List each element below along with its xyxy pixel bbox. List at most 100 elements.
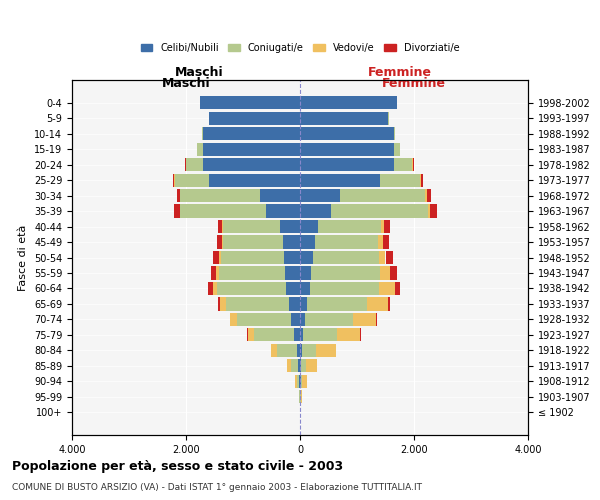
Bar [300,282,310,295]
Bar [186,158,203,171]
Bar [277,344,296,357]
Bar [295,328,300,342]
Bar [300,112,388,125]
Bar [280,220,300,233]
Bar [200,96,300,110]
Bar [300,236,316,248]
Bar [254,328,295,342]
Bar [175,174,209,186]
Bar [209,112,300,125]
Bar [390,266,397,280]
Bar [395,282,400,295]
Legend: Celibi/Nubili, Coniugati/e, Vedovi/e, Divorziati/e: Celibi/Nubili, Coniugati/e, Vedovi/e, Di… [137,38,463,56]
Bar [300,204,331,218]
Bar [181,204,266,218]
Bar [230,313,238,326]
Bar [291,360,298,372]
Bar [353,313,376,326]
Bar [216,266,219,280]
Text: Maschi: Maschi [175,66,224,80]
Bar [203,127,300,140]
Bar [173,174,175,186]
Bar [300,96,397,110]
Bar [300,127,394,140]
Bar [300,251,313,264]
Bar [300,142,394,156]
Y-axis label: Anni di nascita: Anni di nascita [597,216,600,298]
Bar [420,174,421,186]
Bar [380,174,420,186]
Bar [380,266,390,280]
Bar [378,236,383,248]
Bar [211,266,216,280]
Bar [271,344,277,357]
Bar [289,298,300,310]
Bar [316,236,378,248]
Y-axis label: Fasce di età: Fasce di età [19,224,28,290]
Text: Popolazione per età, sesso e stato civile - 2003: Popolazione per età, sesso e stato civil… [12,460,343,473]
Bar [295,374,296,388]
Bar [292,313,300,326]
Bar [367,298,388,310]
Bar [219,266,284,280]
Bar [175,204,180,218]
Bar [301,374,302,388]
Bar [300,360,301,372]
Bar [307,298,367,310]
Bar [337,328,360,342]
Bar [427,189,431,202]
Bar [421,174,423,186]
Bar [360,328,361,342]
Bar [318,220,381,233]
Bar [394,127,395,140]
Bar [300,158,394,171]
Bar [300,220,318,233]
Bar [379,282,395,295]
Bar [226,298,289,310]
Bar [305,313,353,326]
Bar [202,127,203,140]
Bar [394,158,412,171]
Text: Femmine: Femmine [382,78,446,90]
Bar [203,142,300,156]
Bar [430,204,437,218]
Text: Maschi: Maschi [161,78,211,90]
Bar [298,360,300,372]
Bar [383,236,389,248]
Bar [300,266,311,280]
Bar [384,220,390,233]
Bar [340,189,425,202]
Bar [214,251,219,264]
Bar [376,313,377,326]
Bar [316,344,336,357]
Bar [248,328,254,342]
Bar [220,298,226,310]
Bar [301,360,306,372]
Bar [296,344,300,357]
Bar [300,298,307,310]
Bar [287,360,291,372]
Bar [221,251,284,264]
Bar [218,220,223,233]
Bar [381,220,384,233]
Bar [331,204,428,218]
Bar [301,390,302,404]
Bar [379,251,385,264]
Bar [223,220,280,233]
Bar [266,204,300,218]
Bar [286,282,300,295]
Bar [217,282,286,295]
Bar [300,174,380,186]
Bar [310,282,379,295]
Bar [197,142,203,156]
Bar [428,204,430,218]
Bar [203,158,300,171]
Bar [213,282,217,295]
Bar [217,236,222,248]
Bar [311,266,380,280]
Bar [238,313,292,326]
Bar [302,344,316,357]
Bar [284,251,300,264]
Bar [283,236,300,248]
Bar [223,236,283,248]
